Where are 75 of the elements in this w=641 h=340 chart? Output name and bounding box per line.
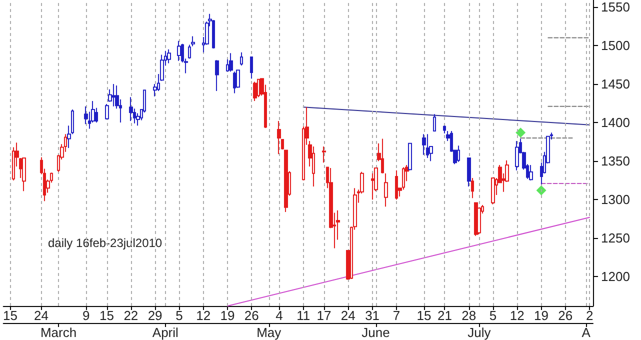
x-tick-label: 17 — [316, 308, 332, 323]
x-tick-label: 24 — [34, 308, 48, 323]
x-tick-label: 5 — [176, 308, 183, 323]
x2-tick-label: March — [40, 325, 77, 340]
x-tick-label: 19 — [220, 308, 235, 323]
x-tick-label: 24 — [340, 308, 356, 323]
candlestick — [457, 145, 460, 162]
y-tick-label: 1450 — [601, 76, 630, 92]
candlestick — [422, 134, 426, 156]
candlestick — [12, 146, 15, 181]
x-tick-label: 15 — [2, 308, 18, 323]
x-tick-label: 2 — [586, 308, 594, 323]
candlestick — [257, 78, 260, 98]
x2-tick-label: April — [152, 325, 179, 340]
candlestick — [22, 158, 26, 192]
candlestick — [253, 81, 257, 102]
candlestick — [384, 172, 388, 208]
x-tick-label: 4 — [276, 308, 283, 323]
x2-tick-label: July — [468, 325, 492, 340]
x-tick-label: 11 — [296, 308, 310, 323]
y-tick-label: 1500 — [601, 38, 630, 53]
candlestick — [277, 120, 281, 155]
x-tick-label: 29 — [148, 308, 162, 323]
candlestick — [240, 52, 243, 66]
candlestick — [233, 71, 236, 94]
x2-tick-label: June — [362, 325, 390, 340]
y-tick-label: 1350 — [601, 154, 630, 169]
x-tick-label: 22 — [124, 308, 138, 323]
candlestick — [471, 178, 474, 199]
candlestick — [229, 52, 233, 72]
candlestick — [281, 139, 284, 150]
candlestick — [467, 158, 471, 188]
x-tick-label: 5 — [489, 308, 497, 323]
candlestick — [105, 104, 109, 120]
candlestick — [408, 142, 412, 171]
y-tick-label: 1400 — [601, 115, 630, 130]
x-tick-label: 12 — [196, 308, 211, 323]
candlestick — [515, 140, 519, 171]
candlestick — [177, 40, 181, 62]
x-tick-label: 28 — [462, 308, 476, 323]
candlestick — [191, 36, 195, 47]
x-tick-label: 19 — [534, 308, 549, 323]
x-tick-label: 15 — [100, 308, 114, 323]
y-tick-label: 1300 — [601, 192, 630, 208]
candlestick — [433, 114, 436, 132]
x-tick-label: 26 — [244, 308, 259, 323]
candlestick — [136, 112, 140, 126]
x-tick-label: 26 — [558, 308, 573, 323]
candlestick — [426, 134, 429, 159]
candlestick — [381, 138, 384, 174]
candlestick — [112, 84, 115, 107]
candlestick — [395, 170, 398, 200]
x-tick-label: 9 — [82, 308, 90, 323]
candlestick — [215, 60, 219, 92]
candlestick — [129, 96, 133, 122]
candlestick — [529, 164, 533, 181]
annotation: daily 16feb-23jul2010 — [48, 236, 162, 250]
candlestick — [322, 146, 326, 164]
x-tick-label: 7 — [392, 308, 400, 323]
candlestick — [443, 125, 446, 134]
candlestick — [84, 106, 88, 125]
x2-tick-label: A — [582, 325, 591, 340]
candlestick — [491, 178, 495, 205]
candlestick — [188, 44, 191, 60]
y-tick-label: 1200 — [601, 269, 630, 284]
x2-tick-label: May — [256, 325, 282, 340]
candlestick — [167, 48, 171, 64]
candlestick — [284, 150, 288, 212]
x-tick-label: 15 — [416, 308, 432, 323]
x-tick-label: 21 — [437, 308, 452, 323]
x-tick-label: 12 — [510, 308, 524, 323]
candlestick — [250, 56, 253, 80]
y-tick-label: 1250 — [601, 230, 630, 246]
x-tick-label: 31 — [365, 308, 380, 323]
y-tick-label: 1550 — [601, 0, 630, 14]
